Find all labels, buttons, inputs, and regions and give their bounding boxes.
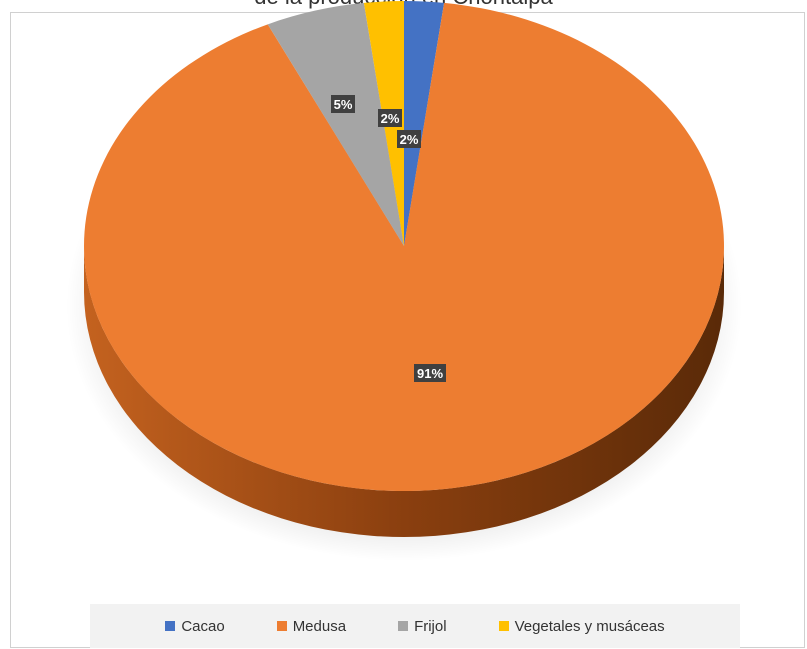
- svg-text:5%: 5%: [334, 97, 353, 112]
- legend-swatch: [165, 621, 176, 631]
- legend-swatch: [398, 621, 409, 631]
- legend-item-vegetales-y-musaceas: Vegetales y musáceas: [498, 617, 665, 635]
- legend-item-frijol: Frijol: [398, 618, 447, 635]
- svg-text:2%: 2%: [400, 132, 419, 147]
- data-label-cacao: 2%: [397, 130, 421, 148]
- pie-slice-medusa: [84, 2, 724, 492]
- legend: Cacao Medusa Frijol Vegetales y musáceas: [90, 604, 740, 648]
- svg-text:91%: 91%: [417, 366, 443, 381]
- pie-slice-frijol: [267, 2, 404, 246]
- pie-slice-cacao: [404, 1, 445, 246]
- legend-item-cacao: Cacao: [165, 617, 225, 635]
- data-label-frijol: 5%: [331, 95, 355, 113]
- pie-side-medusa: [84, 246, 724, 537]
- legend-label: Vegetales y musáceas: [514, 617, 665, 635]
- legend-label: Medusa: [292, 617, 347, 635]
- legend-swatch: [498, 621, 509, 631]
- legend-item-medusa: Medusa: [276, 617, 347, 635]
- data-label-vegetales-y-musaceas: 2%: [378, 109, 402, 127]
- data-label-medusa: 91%: [414, 364, 446, 382]
- legend-label: Cacao: [181, 617, 225, 635]
- svg-text:2%: 2%: [381, 111, 400, 126]
- legend-swatch: [276, 621, 287, 631]
- legend-label: Frijol: [414, 617, 447, 635]
